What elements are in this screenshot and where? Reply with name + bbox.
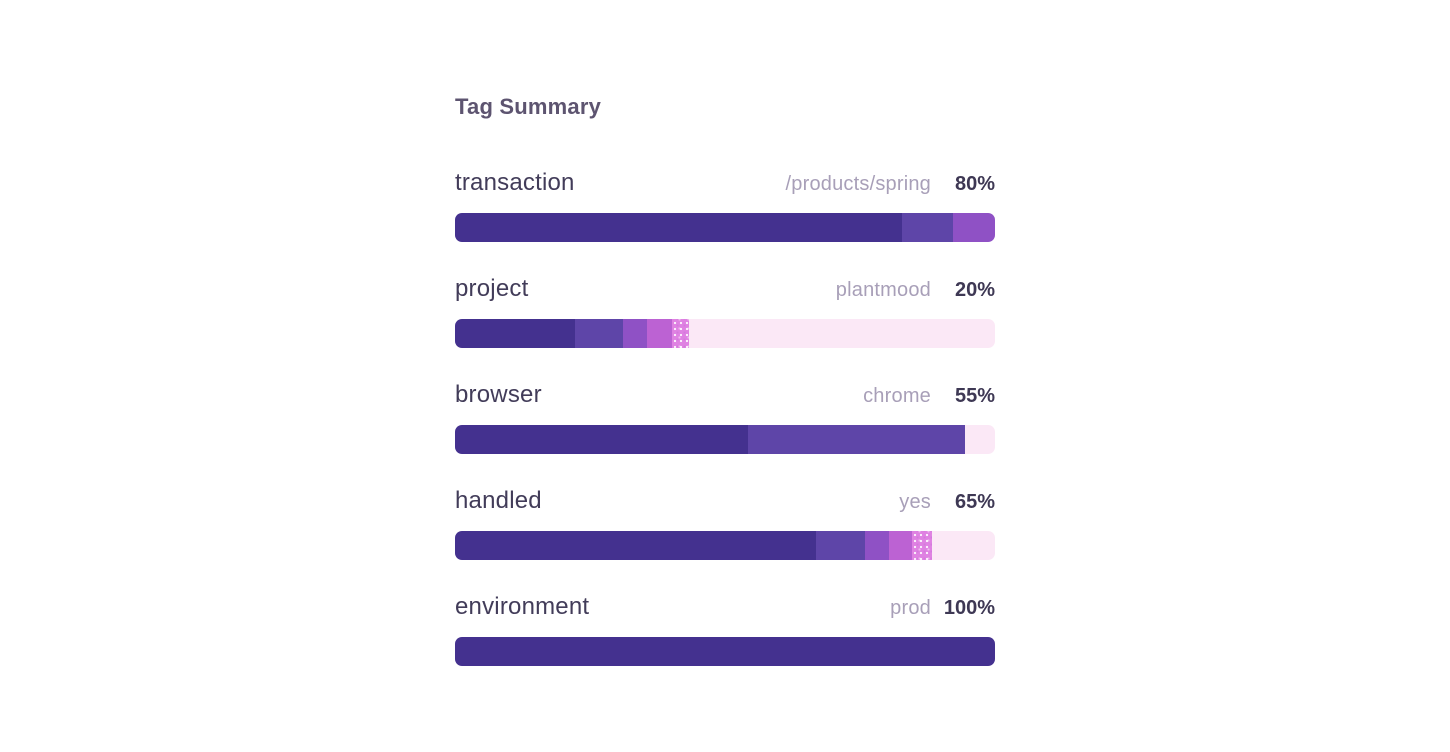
tag-percent: 80% (954, 173, 995, 195)
bar-segment[interactable] (646, 319, 672, 348)
bar-segment-dotted[interactable] (912, 531, 933, 560)
tag-row-header: environment prod 100% (455, 593, 995, 621)
tag-top-value: plantmood (835, 279, 931, 301)
bar-segment[interactable] (455, 213, 903, 242)
bar-remainder (932, 531, 995, 560)
bar-segment[interactable] (455, 637, 995, 666)
tag-percent: 20% (954, 279, 995, 301)
tag-row-header: transaction /products/spring 80% (455, 169, 995, 197)
bar-remainder (689, 319, 995, 348)
tag-top-value: chrome (863, 385, 931, 407)
bar-segment[interactable] (574, 319, 623, 348)
bar-segment[interactable] (455, 425, 749, 454)
tag-name: project (455, 275, 529, 302)
bar-segment[interactable] (865, 531, 889, 560)
tag-row: project plantmood 20% (455, 275, 995, 348)
bar-segment-dotted[interactable] (671, 319, 690, 348)
tag-row-header: browser chrome 55% (455, 381, 995, 409)
bar-segment[interactable] (455, 531, 817, 560)
tag-percent: 65% (954, 491, 995, 513)
tag-rows: transaction /products/spring 80% project… (455, 169, 995, 666)
bar-segment[interactable] (455, 319, 575, 348)
tag-row-header: handled yes 65% (455, 487, 995, 515)
tag-row: handled yes 65% (455, 487, 995, 560)
tag-row: browser chrome 55% (455, 381, 995, 454)
tag-name: handled (455, 487, 542, 514)
tag-row-header: project plantmood 20% (455, 275, 995, 303)
tag-percent: 55% (954, 385, 995, 407)
tag-name: transaction (455, 169, 575, 196)
bar-segment[interactable] (748, 425, 966, 454)
tag-top-value: yes (899, 491, 931, 513)
tag-summary-panel: Tag Summary transaction /products/spring… (455, 94, 995, 699)
tag-row: transaction /products/spring 80% (455, 169, 995, 242)
bar-remainder (965, 425, 995, 454)
bar-segment[interactable] (622, 319, 647, 348)
bar-segment[interactable] (952, 213, 995, 242)
tag-percent: 100% (943, 597, 995, 619)
panel-title: Tag Summary (455, 94, 602, 119)
tag-row: environment prod 100% (455, 593, 995, 666)
bar-segment[interactable] (888, 531, 913, 560)
tag-distribution-bar[interactable] (455, 637, 995, 666)
tag-name: browser (455, 381, 542, 408)
tag-name: environment (455, 593, 590, 620)
tag-distribution-bar[interactable] (455, 531, 995, 560)
tag-distribution-bar[interactable] (455, 319, 995, 348)
tag-top-value: prod (890, 597, 931, 619)
tag-top-value: /products/spring (785, 173, 931, 195)
tag-distribution-bar[interactable] (455, 213, 995, 242)
bar-segment[interactable] (902, 213, 953, 242)
bar-segment[interactable] (816, 531, 866, 560)
tag-distribution-bar[interactable] (455, 425, 995, 454)
